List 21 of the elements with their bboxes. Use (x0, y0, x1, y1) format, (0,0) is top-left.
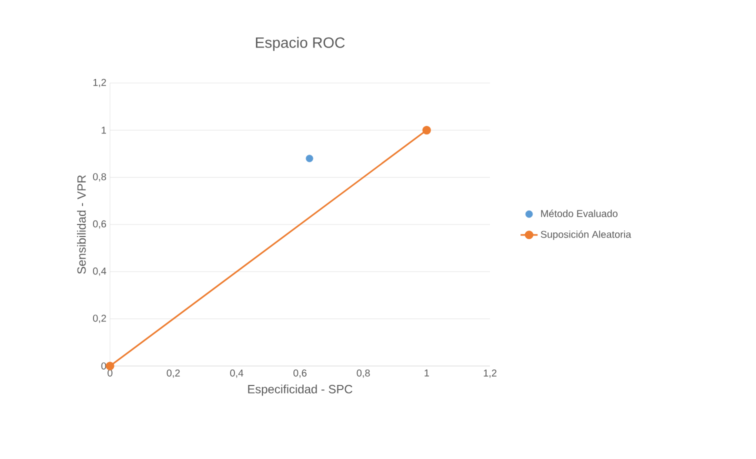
legend-label: Método Evaluado (541, 210, 618, 218)
y-tick-label: 1,2 (93, 78, 106, 88)
y-tick-label: 0,2 (93, 314, 106, 323)
y-tick-label: 0 (101, 362, 106, 370)
y-tick-label: 0,6 (93, 220, 106, 229)
y-tick-label: 0,4 (93, 268, 106, 276)
x-tick-label: 0,6 (293, 370, 306, 378)
y-tick-label: 1 (102, 126, 106, 134)
y-axis-title: Sensibilidad - VPR (77, 175, 86, 274)
x-tick-label: 0,2 (166, 370, 180, 378)
point (306, 154, 314, 162)
x-tick-label: 1,2 (484, 370, 496, 378)
x-axis-title: Especificidad - SPC (248, 384, 352, 396)
x-tick-label: 0,8 (356, 370, 370, 378)
chart-title: Espacio ROC (256, 36, 345, 51)
y-tick-label: 0,8 (93, 173, 106, 182)
x-tick-label: 1 (424, 370, 429, 376)
point (106, 362, 114, 370)
x-tick-label: 0,4 (230, 370, 244, 378)
point (422, 126, 431, 134)
legend-label: Suposición Aleatoria (540, 230, 632, 240)
